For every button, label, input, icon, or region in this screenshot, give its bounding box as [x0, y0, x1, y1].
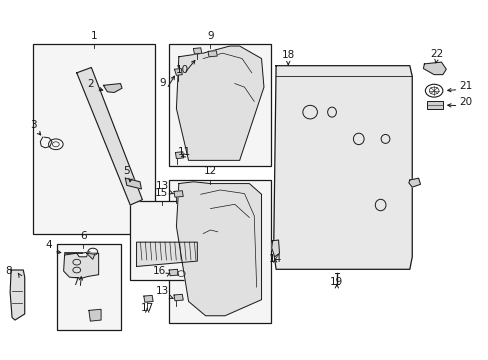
Bar	[33, 44, 154, 234]
Bar	[169, 180, 271, 323]
Text: 2: 2	[87, 79, 94, 89]
Text: 1: 1	[90, 31, 97, 41]
Polygon shape	[174, 191, 183, 197]
Polygon shape	[77, 67, 142, 205]
Text: 22: 22	[429, 49, 442, 59]
Bar	[427, 102, 442, 109]
Text: 3: 3	[30, 120, 36, 130]
Text: 16: 16	[152, 266, 165, 276]
Text: 19: 19	[329, 277, 343, 287]
Polygon shape	[207, 51, 217, 57]
Text: 10: 10	[175, 64, 188, 75]
Text: 11: 11	[177, 147, 190, 157]
Polygon shape	[136, 242, 197, 266]
Bar	[57, 244, 120, 330]
Text: 9: 9	[159, 78, 165, 88]
Polygon shape	[193, 48, 201, 54]
Polygon shape	[169, 269, 178, 276]
Text: 4: 4	[46, 240, 52, 250]
Text: 20: 20	[458, 97, 471, 107]
Text: 8: 8	[5, 266, 12, 276]
Bar	[169, 44, 271, 166]
Text: 5: 5	[123, 166, 130, 176]
Polygon shape	[408, 178, 420, 187]
Polygon shape	[271, 240, 279, 257]
Polygon shape	[103, 84, 122, 93]
Text: 15: 15	[155, 188, 168, 198]
Text: 6: 6	[80, 231, 86, 241]
Text: 12: 12	[203, 166, 217, 176]
Polygon shape	[143, 296, 153, 302]
Polygon shape	[174, 68, 182, 75]
Text: 7: 7	[72, 277, 79, 287]
Polygon shape	[273, 66, 411, 269]
Text: 13: 13	[156, 181, 169, 192]
Polygon shape	[89, 309, 101, 321]
Text: 18: 18	[281, 50, 294, 60]
Polygon shape	[125, 178, 141, 189]
Polygon shape	[10, 270, 25, 320]
Polygon shape	[175, 152, 183, 158]
Polygon shape	[423, 62, 446, 75]
Polygon shape	[176, 182, 261, 316]
Bar	[130, 202, 203, 280]
Text: 21: 21	[458, 81, 472, 91]
Polygon shape	[174, 294, 183, 301]
Polygon shape	[63, 253, 99, 278]
Text: 13: 13	[156, 286, 169, 296]
Polygon shape	[86, 253, 95, 259]
Text: 14: 14	[268, 254, 281, 264]
Text: 17: 17	[141, 303, 154, 313]
Polygon shape	[176, 46, 264, 160]
Text: 9: 9	[207, 31, 213, 41]
